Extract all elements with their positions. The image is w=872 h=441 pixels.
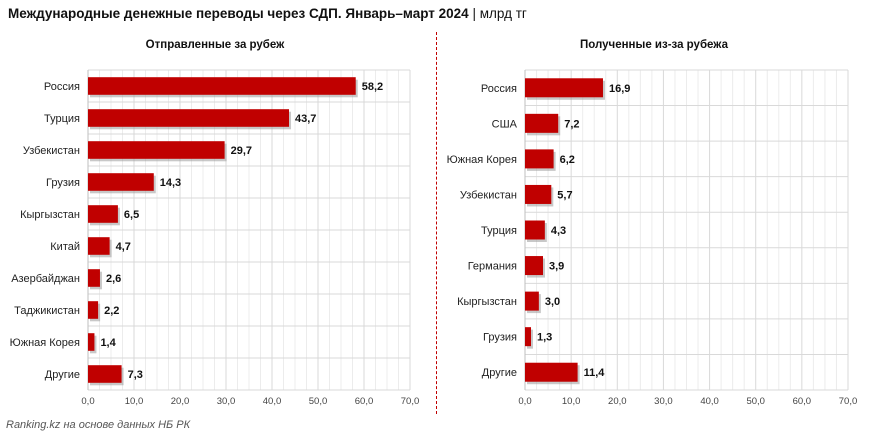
- bar: [525, 113, 559, 133]
- bar: [88, 173, 154, 191]
- category-label: Таджикистан: [14, 305, 80, 317]
- bar: [88, 77, 356, 95]
- data-label: 4,3: [551, 225, 566, 237]
- data-label: 7,2: [564, 118, 579, 130]
- title-unit: млрд тг: [479, 6, 527, 21]
- category-label: Другие: [45, 369, 80, 381]
- x-tick-label: 50,0: [309, 396, 328, 407]
- x-tick-label: 0,0: [518, 396, 531, 407]
- category-label: Грузия: [483, 332, 517, 344]
- bar: [88, 301, 99, 319]
- bar: [88, 237, 110, 255]
- x-tick-label: 30,0: [654, 396, 673, 407]
- category-label: Кыргызстан: [20, 209, 80, 221]
- category-label: Южная Корея: [447, 154, 517, 166]
- bar: [88, 141, 225, 159]
- bar: [525, 362, 578, 382]
- data-label: 11,4: [584, 367, 606, 379]
- x-tick-label: 40,0: [263, 396, 282, 407]
- data-label: 58,2: [362, 81, 383, 93]
- data-label: 43,7: [295, 113, 316, 125]
- bar: [88, 109, 290, 127]
- bar: [525, 149, 554, 169]
- x-tick-label: 20,0: [608, 396, 627, 407]
- chart-sent: Отправленные за рубеж 0,0 10,0 20,0 30,0 40,0…: [0, 30, 436, 415]
- x-tick-label: 60,0: [793, 396, 812, 407]
- data-label: 14,3: [160, 177, 181, 189]
- data-label: 3,0: [545, 296, 560, 308]
- data-label: 2,6: [106, 273, 121, 285]
- title-separator: |: [472, 6, 476, 21]
- category-label: Турция: [481, 225, 517, 237]
- category-label: Южная Корея: [10, 337, 80, 349]
- x-tick-label: 20,0: [171, 396, 190, 407]
- data-label: 16,9: [609, 83, 630, 95]
- category-label: Кыргызстан: [457, 296, 517, 308]
- bar: [525, 327, 531, 347]
- data-label: 3,9: [549, 261, 564, 273]
- data-label: 1,3: [537, 332, 552, 344]
- x-tick-label: 30,0: [217, 396, 236, 407]
- category-label: Другие: [482, 367, 517, 379]
- category-label: Узбекистан: [23, 145, 80, 157]
- data-label: 5,7: [557, 189, 572, 201]
- data-label: 7,3: [128, 369, 143, 381]
- chart-received-title: Полученные из-за рубежа: [580, 39, 729, 51]
- x-tick-label: 70,0: [401, 396, 420, 407]
- data-label: 6,5: [124, 209, 139, 221]
- data-label: 29,7: [231, 145, 252, 157]
- data-label: 1,4: [100, 337, 116, 349]
- bar: [88, 365, 122, 383]
- source-note: Ranking.kz на основе данных НБ РК: [6, 419, 191, 431]
- bar: [88, 333, 95, 351]
- chart-divider: [436, 32, 437, 414]
- x-tick-label: 70,0: [839, 396, 858, 407]
- chart-sent-title: Отправленные за рубеж: [146, 39, 285, 51]
- category-label: США: [492, 118, 518, 130]
- x-tick-label: 10,0: [562, 396, 581, 407]
- category-label: Турция: [44, 113, 80, 125]
- x-tick-label: 50,0: [746, 396, 765, 407]
- bar: [525, 256, 543, 276]
- bar: [88, 269, 100, 287]
- data-label: 6,2: [560, 154, 575, 166]
- chart-sent-svg: Отправленные за рубеж 0,0 10,0 20,0 30,0 40,0…: [10, 39, 420, 407]
- category-label: Россия: [44, 81, 80, 93]
- page-title: Международные денежные переводы через СД…: [8, 6, 527, 21]
- x-tick-label: 0,0: [81, 396, 94, 407]
- category-label: Россия: [481, 83, 517, 95]
- bar: [88, 205, 118, 223]
- chart-received: Полученные из-за рубежа 0,0 10,0 20,0 30,0 40…: [437, 30, 872, 415]
- category-label: Узбекистан: [460, 189, 517, 201]
- bar: [525, 291, 539, 311]
- title-text: Международные денежные переводы через СД…: [8, 6, 469, 21]
- data-label: 4,7: [116, 241, 131, 253]
- category-label: Китай: [50, 241, 80, 253]
- x-tick-label: 40,0: [700, 396, 719, 407]
- data-label: 2,2: [104, 305, 119, 317]
- bar: [525, 220, 545, 240]
- category-label: Грузия: [46, 177, 80, 189]
- category-label: Азербайджан: [11, 273, 80, 285]
- x-tick-label: 10,0: [125, 396, 144, 407]
- x-tick-label: 60,0: [355, 396, 374, 407]
- bar: [525, 184, 552, 204]
- category-label: Германия: [468, 261, 517, 273]
- bar: [525, 78, 603, 98]
- chart-received-svg: Полученные из-за рубежа 0,0 10,0 20,0 30,0 40…: [447, 39, 858, 407]
